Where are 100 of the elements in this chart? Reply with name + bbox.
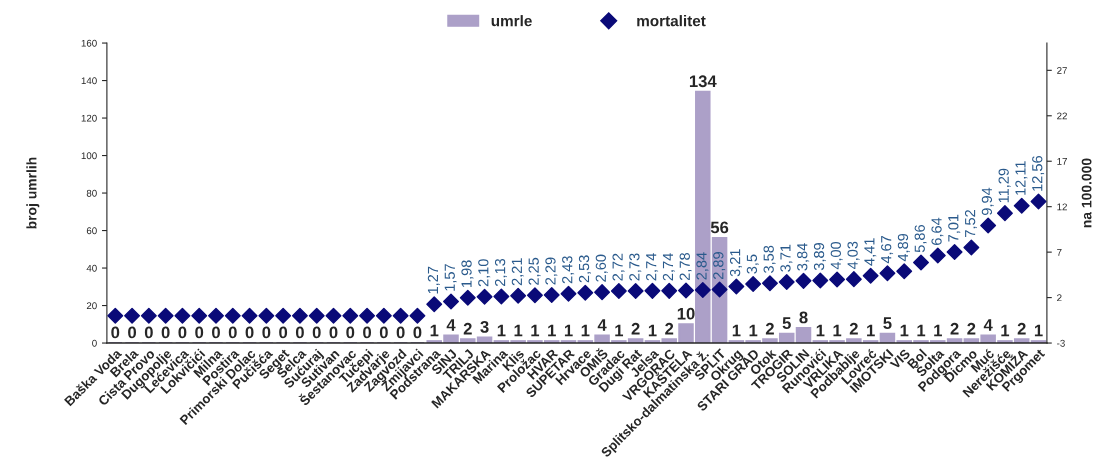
data-label: 2,73: [629, 253, 642, 281]
data-label: 7,52: [964, 210, 977, 237]
data-label: 0: [295, 326, 304, 339]
y-tick-label: 160: [81, 39, 97, 47]
data-label: 3,71: [780, 244, 793, 272]
y2-tick-label: 22: [1057, 112, 1067, 120]
data-label: 2,78: [679, 253, 692, 281]
y-tick-label: 80: [86, 189, 97, 197]
data-label: 1: [548, 324, 556, 337]
data-label: 1: [1001, 324, 1010, 337]
data-label: 1: [514, 324, 523, 337]
data-label: 4: [597, 319, 607, 331]
data-label: 3,58: [763, 245, 776, 273]
data-label: 1: [615, 324, 624, 337]
data-label: 0: [262, 326, 271, 339]
data-label: 2,84: [696, 252, 709, 280]
data-label: 2,53: [578, 255, 591, 283]
data-label: 2,25: [528, 257, 541, 285]
y-tick-label: 0: [92, 339, 97, 347]
y-tick-label: 100: [81, 152, 97, 160]
data-label: 5: [782, 317, 791, 329]
data-label: 0: [228, 326, 237, 339]
y-tick-label: 20: [86, 302, 97, 310]
data-label: 0: [396, 326, 405, 339]
data-label: 0: [363, 326, 372, 339]
y-tick-label: 140: [81, 77, 97, 85]
y-tick-label: 120: [81, 114, 97, 122]
data-label: 2: [950, 322, 959, 335]
data-label: 4: [446, 319, 456, 331]
data-label: 5: [883, 317, 892, 329]
y-tick-label: 60: [86, 227, 97, 235]
data-label: 6,64: [931, 217, 944, 245]
data-label: 2: [463, 322, 472, 335]
data-label: 0: [144, 326, 153, 339]
data-label: 10: [677, 307, 695, 320]
data-label: 3: [480, 320, 489, 333]
y-axis-title: broj umrlih: [26, 157, 40, 229]
data-label: 1: [564, 324, 573, 337]
data-label: 1: [833, 324, 842, 337]
data-label: 2,13: [494, 258, 507, 286]
data-label: 12,56: [1032, 156, 1045, 191]
data-label: 0: [195, 326, 204, 339]
data-label: 0: [161, 326, 170, 339]
data-label: 8: [799, 311, 808, 324]
data-label: 2,29: [545, 257, 558, 285]
data-label: 11,29: [998, 168, 1011, 203]
y2-tick-label: 7: [1057, 248, 1062, 256]
data-label: 0: [279, 326, 288, 339]
y2-tick-label: 12: [1057, 203, 1067, 211]
data-label: 1: [917, 324, 926, 337]
data-label: 3,84: [797, 243, 810, 271]
data-label: 2,43: [562, 256, 575, 284]
data-label: 4,89: [897, 233, 910, 262]
data-label: 2: [849, 322, 858, 335]
data-label: 2,21: [511, 258, 524, 286]
data-label: 1,57: [444, 264, 457, 291]
data-label: 2,10: [478, 259, 491, 287]
data-label: 56: [710, 221, 729, 234]
data-label: 0: [128, 326, 137, 339]
data-label: 9,94: [981, 187, 994, 216]
data-label: 2: [665, 322, 674, 335]
legend-label: mortalitet: [637, 15, 706, 27]
legend-label: umrle: [491, 15, 532, 27]
data-label: 1: [749, 324, 758, 337]
data-label: 2,72: [612, 253, 625, 281]
data-label: 1: [732, 324, 741, 337]
data-label: 4,03: [847, 241, 860, 270]
data-label: 1: [934, 324, 942, 337]
data-label: 0: [346, 326, 355, 339]
data-label: 2,89: [713, 252, 726, 280]
data-label: 3,21: [729, 249, 742, 277]
data-label: 134: [689, 75, 717, 88]
data-label: 1,27: [427, 266, 440, 294]
data-label: 1,98: [461, 260, 474, 287]
data-label: 1: [497, 324, 506, 337]
data-label: 0: [212, 326, 220, 339]
data-label: 2,60: [595, 254, 608, 282]
data-label: 3,5: [746, 254, 759, 274]
data-label: 2,74: [646, 253, 659, 281]
data-label: 0: [329, 326, 338, 339]
data-label: 4: [983, 319, 993, 331]
y2-tick-label: 27: [1057, 67, 1067, 74]
data-label: 5,86: [914, 225, 927, 253]
data-label: 2: [631, 322, 640, 335]
data-label: 4,67: [881, 235, 894, 264]
y2-tick-label: 17: [1057, 158, 1067, 165]
y2-tick-label: 2: [1057, 294, 1062, 302]
data-label: 2,74: [662, 253, 675, 281]
data-label: 1: [1034, 324, 1043, 337]
data-label: 0: [111, 326, 120, 339]
data-label: 12,11: [1015, 161, 1028, 195]
data-label: 4,00: [830, 241, 843, 270]
data-label: 1: [430, 324, 439, 337]
data-label: 0: [379, 326, 388, 339]
data-label: 0: [413, 326, 422, 339]
data-label: 7,01: [948, 214, 961, 242]
data-label: 0: [178, 326, 187, 339]
data-label: 3,89: [813, 243, 826, 271]
y-tick-label: 40: [86, 264, 97, 272]
data-label: 1: [648, 324, 657, 337]
